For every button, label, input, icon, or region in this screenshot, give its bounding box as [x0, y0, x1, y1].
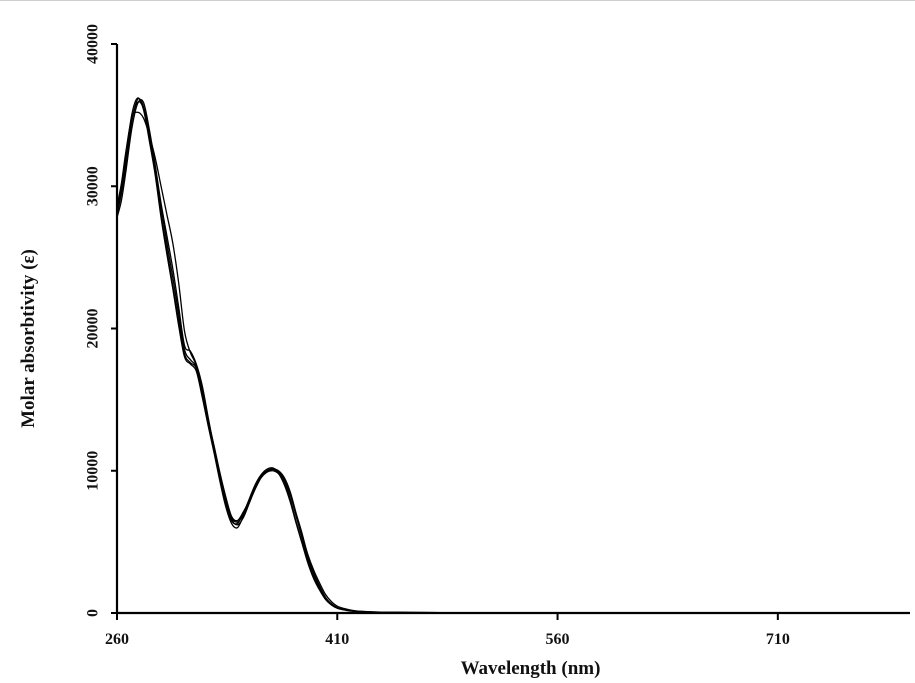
series-line-5 — [116, 100, 764, 614]
y-tick-label: 20000 — [85, 309, 102, 349]
x-tick-label: 710 — [766, 631, 790, 648]
series-line-3 — [116, 97, 764, 614]
x-tick-label: 560 — [546, 631, 570, 648]
y-tick-label: 30000 — [85, 166, 102, 206]
x-axis-title: Wavelength (nm) — [461, 658, 601, 679]
x-tick-label: 410 — [325, 631, 349, 648]
y-tick-label: 40000 — [85, 24, 102, 64]
y-tick-label: 0 — [85, 609, 102, 617]
axes — [111, 43, 910, 620]
series-layer — [116, 97, 764, 614]
y-axis-title: Molar absorbtivity (ε) — [18, 249, 39, 428]
labels: 0 10000 20000 30000 40000 260 410 560 710 Wavelen… — [18, 24, 790, 679]
series-line-4 — [116, 111, 764, 614]
series-line-2 — [116, 99, 764, 614]
x-tick-label: 260 — [105, 631, 129, 648]
y-tick-label: 10000 — [85, 451, 102, 491]
series-line-1 — [116, 97, 764, 614]
